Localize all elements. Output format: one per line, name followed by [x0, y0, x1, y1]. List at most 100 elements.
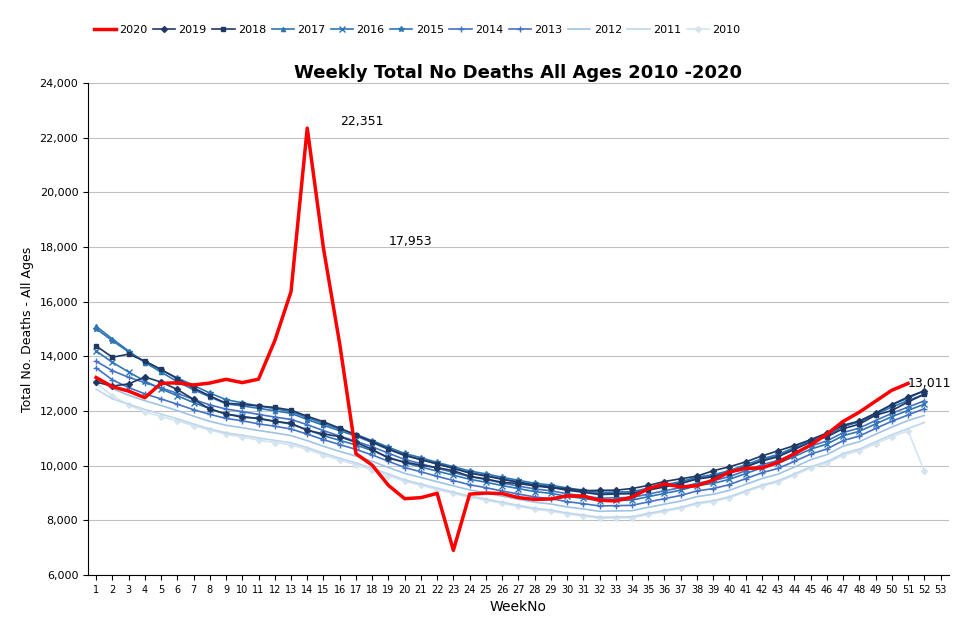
2019 — [399, 458, 410, 466]
2013 — [480, 476, 491, 484]
Y-axis label: Total No. Deaths - All Ages: Total No. Deaths - All Ages — [21, 247, 34, 412]
2017 — [610, 489, 621, 497]
2012 — [382, 463, 394, 471]
2010 — [917, 467, 929, 475]
2019 — [495, 479, 507, 486]
2018 — [610, 490, 621, 498]
2010 — [155, 413, 167, 420]
2013 — [155, 384, 167, 392]
2014 — [155, 395, 167, 403]
2014 — [480, 484, 491, 491]
2019 — [90, 378, 102, 386]
2015 — [869, 410, 880, 418]
Legend: 2020, 2019, 2018, 2017, 2016, 2015, 2014, 2013, 2012, 2011, 2010: 2020, 2019, 2018, 2017, 2016, 2015, 2014… — [94, 25, 740, 35]
2011 — [382, 470, 394, 478]
2017 — [90, 323, 102, 330]
2018 — [155, 366, 167, 373]
2012 — [642, 504, 654, 511]
Line: 2020: 2020 — [96, 128, 907, 550]
2013 — [917, 397, 929, 404]
Line: 2010: 2010 — [94, 381, 925, 520]
2017 — [869, 410, 880, 417]
2020 — [706, 476, 718, 484]
2011 — [642, 509, 654, 517]
Line: 2016: 2016 — [93, 348, 926, 504]
2010 — [593, 514, 605, 522]
Line: 2017: 2017 — [94, 324, 925, 496]
2014 — [869, 425, 880, 433]
2015 — [382, 443, 394, 451]
Title: Weekly Total No Deaths All Ages 2010 -2020: Weekly Total No Deaths All Ages 2010 -20… — [294, 63, 742, 82]
2018 — [917, 390, 929, 398]
2016 — [869, 420, 880, 427]
2011 — [593, 514, 605, 521]
2017 — [382, 445, 394, 453]
2020 — [269, 337, 280, 344]
2017 — [642, 486, 654, 493]
2010 — [382, 472, 394, 479]
2012 — [90, 374, 102, 382]
2020 — [658, 480, 669, 488]
2011 — [869, 438, 880, 445]
2014 — [593, 502, 605, 510]
2012 — [593, 507, 605, 515]
2018 — [642, 486, 654, 494]
2020 — [350, 450, 361, 458]
2015 — [917, 390, 929, 398]
Line: 2015: 2015 — [93, 326, 926, 495]
2013 — [610, 494, 621, 502]
Text: 17,953: 17,953 — [388, 235, 432, 249]
2016 — [155, 385, 167, 393]
2020 — [447, 546, 459, 554]
2015 — [155, 366, 167, 374]
2017 — [155, 368, 167, 376]
2019 — [917, 387, 929, 394]
2018 — [593, 491, 605, 498]
2014 — [610, 502, 621, 509]
2013 — [642, 490, 654, 498]
2013 — [593, 495, 605, 502]
2017 — [480, 472, 491, 479]
2016 — [593, 497, 605, 505]
2011 — [480, 495, 491, 503]
2013 — [382, 449, 394, 457]
2017 — [593, 490, 605, 498]
2018 — [480, 472, 491, 480]
2010 — [90, 379, 102, 387]
Line: 2013: 2013 — [93, 358, 926, 501]
Line: 2012: 2012 — [96, 378, 923, 511]
2013 — [90, 357, 102, 365]
2020 — [90, 374, 102, 381]
2016 — [90, 347, 102, 355]
2015 — [480, 470, 491, 478]
2016 — [480, 479, 491, 486]
2018 — [382, 445, 394, 452]
2019 — [625, 484, 637, 492]
2012 — [155, 402, 167, 410]
2014 — [917, 405, 929, 413]
2011 — [90, 385, 102, 393]
2017 — [917, 387, 929, 395]
2020 — [301, 125, 313, 132]
2020 — [366, 461, 378, 469]
2012 — [917, 412, 929, 419]
2013 — [869, 417, 880, 424]
2010 — [642, 511, 654, 518]
2014 — [642, 498, 654, 505]
2016 — [917, 401, 929, 408]
2015 — [593, 489, 605, 497]
Line: 2014: 2014 — [93, 365, 926, 509]
2018 — [90, 342, 102, 350]
2020 — [901, 380, 913, 387]
2019 — [576, 487, 588, 495]
2015 — [610, 488, 621, 496]
2011 — [155, 410, 167, 418]
2016 — [382, 453, 394, 461]
Text: 13,011: 13,011 — [907, 377, 951, 390]
2011 — [917, 419, 929, 426]
Line: 2011: 2011 — [96, 389, 923, 518]
2020 — [885, 387, 897, 394]
X-axis label: WeekNo: WeekNo — [489, 601, 546, 614]
2019 — [139, 373, 150, 381]
Text: 22,351: 22,351 — [339, 115, 383, 128]
